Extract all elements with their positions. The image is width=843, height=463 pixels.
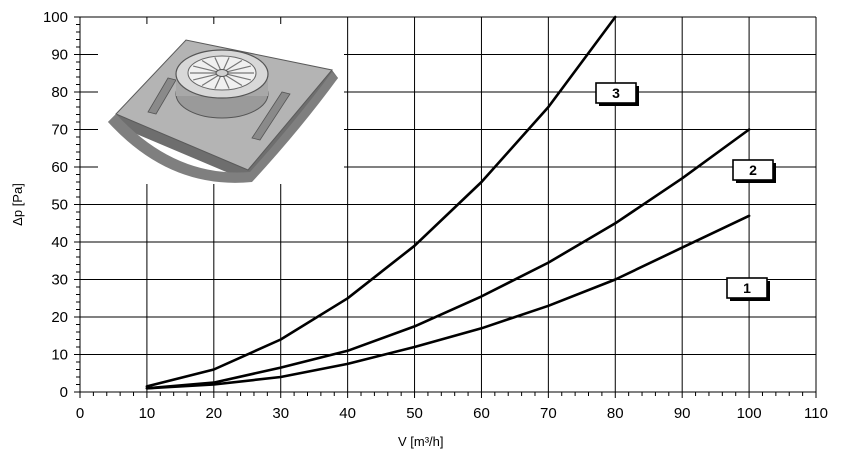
y-tick-label: 30 [51, 272, 68, 289]
x-tick-label: 20 [205, 405, 222, 422]
y-tick-label: 60 [51, 159, 68, 176]
x-tick-label: 0 [76, 405, 84, 422]
diffuser-vane [224, 59, 243, 72]
diffuser-vane [214, 75, 222, 89]
y-tick-label: 70 [51, 122, 68, 139]
x-tick-label: 60 [473, 405, 490, 422]
series-tag-2: 2 [732, 159, 776, 183]
y-tick-label: 80 [51, 84, 68, 101]
diffuser-vane [226, 73, 251, 81]
x-tick-label: 110 [804, 405, 828, 422]
diffuser-vane [214, 57, 222, 71]
curve-series-1 [145, 214, 751, 390]
series-label: 2 [749, 162, 757, 178]
y-tick-label: 100 [43, 9, 68, 26]
product-image [98, 24, 344, 184]
y-tick-label: 90 [51, 47, 68, 64]
y-tick-label: 10 [51, 347, 68, 364]
y-tick-label: 20 [51, 309, 68, 326]
x-tick-label: 80 [607, 405, 624, 422]
y-tick-label: 0 [60, 384, 68, 401]
tag-box [732, 159, 774, 181]
series-label: 3 [612, 85, 620, 101]
x-tick-label: 70 [540, 405, 557, 422]
curve-series-3 [145, 15, 617, 388]
tag-box [595, 82, 637, 104]
tag-box [726, 277, 768, 299]
x-tick-label: 100 [737, 405, 762, 422]
plate-curved-front [108, 72, 338, 183]
diffuser-vane [224, 74, 243, 87]
tick-labels: 0 10 20 30 40 50 60 70 80 90 100 0 10 20 30 40 50 60 70 80 9… [43, 9, 828, 422]
diffuser-vane [222, 57, 230, 71]
curve-series-2 [145, 128, 751, 390]
series-curves [145, 15, 751, 390]
x-tick-label: 40 [339, 405, 356, 422]
diffuser-vane [193, 65, 218, 73]
x-tick-label: 30 [272, 405, 289, 422]
series-tag-3: 3 [595, 82, 639, 106]
diffuser-vane [226, 65, 251, 73]
diffuser-vane [222, 75, 230, 89]
y-axis-title: Δp [Pa] [10, 183, 25, 226]
diffuser-vane [193, 73, 218, 81]
series-tag-1: 1 [726, 277, 770, 301]
diffuser-vane [201, 74, 220, 87]
grid [74, 16, 817, 398]
y-tick-label: 50 [51, 197, 68, 214]
series-label: 1 [743, 280, 751, 296]
x-tick-label: 50 [406, 405, 423, 422]
right-slot [251, 91, 291, 141]
y-tick-label: 40 [51, 234, 68, 251]
x-tick-label: 90 [674, 405, 691, 422]
x-tick-label: 10 [139, 405, 156, 422]
x-axis-title: V [m³/h] [398, 434, 444, 449]
series-tags: 1 2 3 [595, 82, 776, 301]
diffuser-hub [215, 69, 229, 77]
diffuser-vane [201, 59, 220, 72]
